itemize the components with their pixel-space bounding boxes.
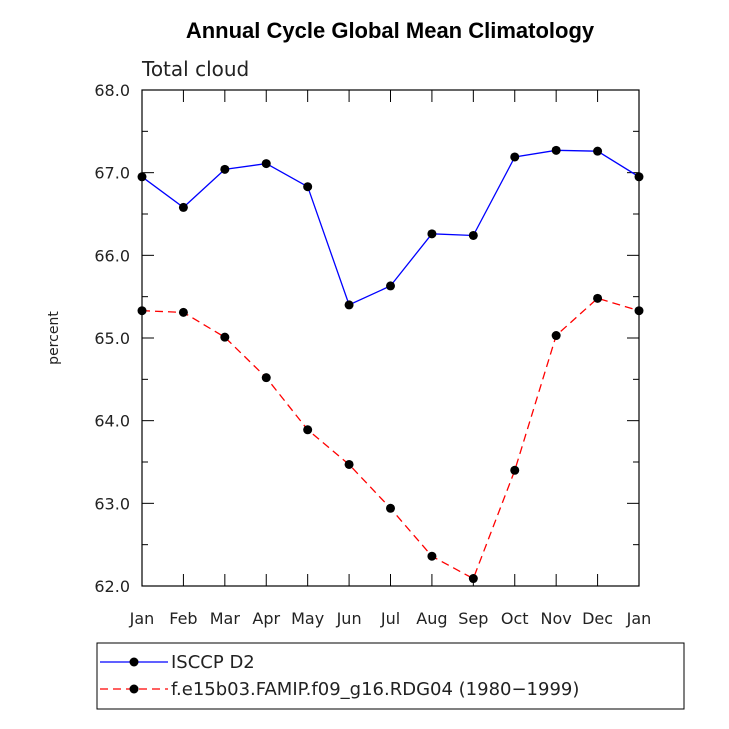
- y-tick-label: 64.0: [94, 412, 130, 431]
- x-tick-label: Jun: [336, 609, 362, 628]
- legend-box: [96, 642, 685, 710]
- series-2-point: [178, 307, 188, 317]
- x-tick-label: Sep: [458, 609, 488, 628]
- y-axis-label: percent: [46, 311, 62, 365]
- chart-title: Annual Cycle Global Mean Climatology: [186, 18, 595, 43]
- legend-label-2: f.e15b03.FAMIP.f09_g16.RDG04 (1980−1999): [171, 679, 579, 700]
- series-1-point: [261, 159, 271, 169]
- x-tick-label: Nov: [541, 609, 572, 628]
- x-tick-label: Aug: [416, 609, 447, 628]
- x-tick-label: Jan: [129, 609, 155, 628]
- series-2-point: [468, 574, 478, 584]
- series-layer: [137, 145, 644, 584]
- x-tick-label: May: [291, 609, 324, 628]
- y-tick-label: 62.0: [94, 577, 130, 596]
- series-line-2: [141, 297, 640, 580]
- series-1-point: [634, 172, 644, 182]
- series-2-point: [261, 373, 271, 383]
- x-tick-label: Jan: [626, 609, 652, 628]
- series-1-point: [178, 202, 188, 212]
- legend-marker-2: [129, 684, 139, 694]
- y-tick-label: 65.0: [94, 329, 130, 348]
- series-2-point: [220, 332, 230, 342]
- y-tick-label: 63.0: [94, 494, 130, 513]
- x-tick-label: Jul: [380, 609, 400, 628]
- x-tick-label: Apr: [252, 609, 280, 628]
- series-2-point: [427, 551, 437, 561]
- legend: ISCCP D2 f.e15b03.FAMIP.f09_g16.RDG04 (19…: [100, 652, 579, 700]
- y-tick-label: 66.0: [94, 246, 130, 265]
- legend-label-1: ISCCP D2: [171, 652, 255, 673]
- series-1-point: [468, 230, 478, 240]
- x-tick-label: Dec: [582, 609, 613, 628]
- series-2-point: [137, 306, 147, 316]
- series-2-point: [303, 425, 313, 435]
- series-1-point: [593, 146, 603, 156]
- x-tick-label: Feb: [169, 609, 197, 628]
- series-2-point: [510, 465, 520, 475]
- y-tick-label: 67.0: [94, 164, 130, 183]
- legend-marker-1: [129, 657, 139, 667]
- x-tick-label: Mar: [210, 609, 241, 628]
- series-1-point: [220, 164, 230, 174]
- chart-subtitle: Total cloud: [141, 57, 249, 81]
- series-1-point: [344, 300, 354, 310]
- series-1-point: [303, 182, 313, 192]
- series-1-point: [551, 145, 561, 155]
- y-tick-label: 68.0: [94, 81, 130, 100]
- series-1-point: [510, 152, 520, 162]
- series-2-point: [386, 503, 395, 513]
- series-1-point: [427, 229, 437, 239]
- ticks-layer: 62.0 63.0 64.0 65.0 66.0 67.0 68.0 Jan Feb Mar Apr…: [94, 81, 651, 628]
- series-2-point: [344, 459, 354, 469]
- x-tick-label: Oct: [501, 609, 529, 628]
- series-1-point: [137, 172, 147, 182]
- series-2-point: [634, 306, 644, 316]
- series-2-point: [593, 293, 603, 303]
- series-2-point: [551, 331, 561, 341]
- series-1-point: [386, 281, 395, 291]
